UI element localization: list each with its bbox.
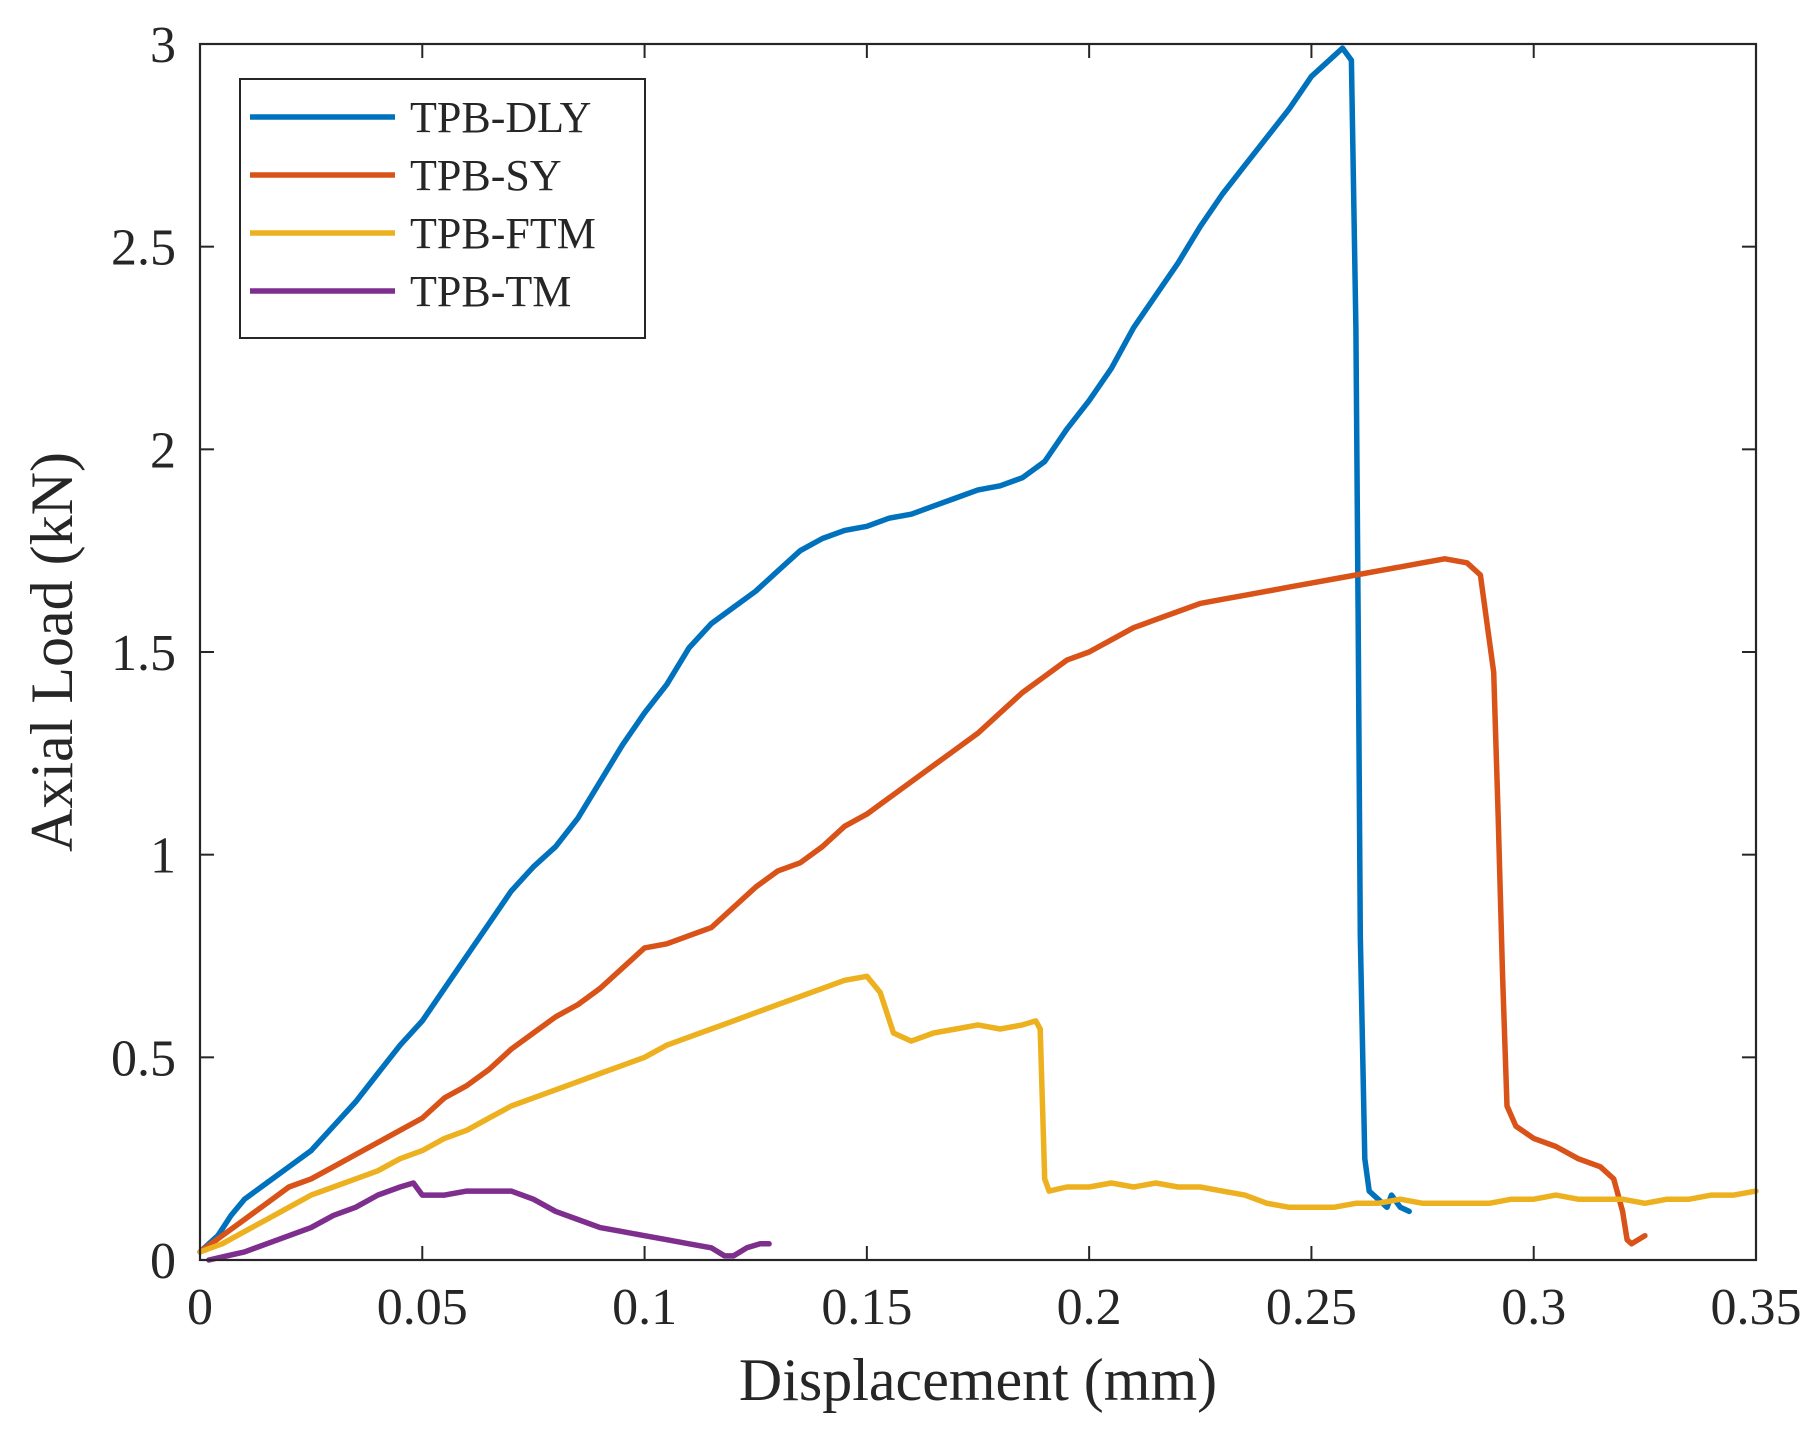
series-line-tpb-sy: [197, 556, 1648, 1255]
y-tick-label: 3: [150, 17, 176, 74]
legend-label-tpb-dly: TPB-DLY: [410, 93, 591, 142]
tick-layer: [199, 43, 1757, 1261]
y-tick-label: 1: [150, 828, 176, 885]
series-layer: [197, 45, 1759, 1263]
series-line-tpb-tm: [206, 1180, 772, 1263]
series-line-tpb-dly: [197, 45, 1412, 1255]
tick-label-layer: 0 0.05 0.1 0.15 0.2 0.25 0.3 0.35 0 0.5 1 1.5 2 2.5 3: [111, 17, 1802, 1336]
y-axis-title: Axial Load (kN): [19, 452, 85, 852]
x-tick-label: 0.05: [377, 1279, 468, 1336]
x-tick-label: 0.25: [1266, 1279, 1357, 1336]
x-tick-label: 0.35: [1711, 1279, 1802, 1336]
x-axis-title: Displacement (mm): [739, 1347, 1217, 1413]
y-tick-label: 0.5: [111, 1030, 176, 1087]
series-line-tpb-ftm: [197, 973, 1759, 1255]
legend: TPB-DLY TPB-SY TPB-FTM TPB-TM: [239, 78, 646, 339]
legend-label-tpb-sy: TPB-SY: [410, 151, 562, 200]
legend-label-tpb-ftm: TPB-FTM: [410, 209, 596, 258]
x-tick-label: 0: [187, 1279, 213, 1336]
y-tick-label: 1.5: [111, 625, 176, 682]
legend-box: [239, 78, 646, 339]
legend-label-tpb-tm: TPB-TM: [410, 267, 571, 316]
y-tick-label: 2: [150, 422, 176, 479]
y-tick-label: 0: [150, 1233, 176, 1290]
x-tick-label: 0.2: [1057, 1279, 1122, 1336]
legend-entries: TPB-DLY TPB-SY TPB-FTM TPB-TM: [250, 93, 596, 316]
y-tick-label: 2.5: [111, 220, 176, 277]
x-tick-label: 0.15: [821, 1279, 912, 1336]
x-tick-label: 0.1: [612, 1279, 677, 1336]
x-tick-label: 0.3: [1501, 1279, 1566, 1336]
